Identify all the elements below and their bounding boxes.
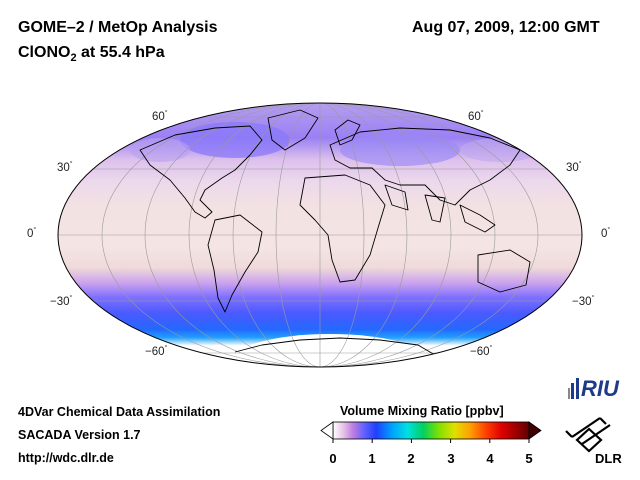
lat-label-left-30: 30°	[57, 161, 73, 174]
graticule	[58, 103, 582, 367]
dlr-logo-graphic	[565, 417, 611, 453]
colorbar-tick-3: 3	[447, 451, 455, 466]
colorbar	[320, 421, 542, 443]
riu-logo-graphic	[568, 378, 579, 399]
lat-label-right-minus60: −60°	[470, 345, 493, 358]
species-subscript: 2	[70, 52, 77, 65]
coastlines	[139, 109, 531, 356]
riu-logo: RIU	[581, 376, 619, 401]
footer-url[interactable]: http://wdc.dlr.de	[18, 451, 114, 465]
colorbar-tick-5: 5	[525, 451, 533, 466]
footer-line-1: 4DVar Chemical Data Assimilation	[18, 405, 221, 419]
lat-label-right-minus30: −30°	[572, 295, 595, 308]
species-label: ClONO2 at 55.4 hPa	[18, 44, 165, 64]
lat-label-right-60: 60°	[468, 110, 484, 123]
species-name: ClONO	[18, 44, 71, 61]
map-title: GOME–2 / MetOp Analysis	[18, 19, 218, 36]
colorbar-tick-2: 2	[407, 451, 415, 466]
lat-label-right-0: 0°	[601, 227, 611, 240]
species-level: at 55.4 hPa	[76, 44, 165, 61]
dlr-logo-text: DLR	[595, 451, 622, 466]
lat-label-right-30: 30°	[566, 161, 582, 174]
footer-line-2: SACADA Version 1.7	[18, 428, 141, 442]
colorbar-over-arrow	[528, 421, 542, 440]
lat-label-left-0: 0°	[27, 227, 37, 240]
colorbar-under-arrow	[320, 421, 334, 440]
datetime-label: Aug 07, 2009, 12:00 GMT	[412, 19, 600, 36]
colorbar-tick-1: 1	[368, 451, 376, 466]
colorbar-tick-0: 0	[329, 451, 337, 466]
colorbar-gradient	[332, 421, 530, 440]
lat-label-left-minus60: −60°	[145, 345, 168, 358]
colorbar-tick-4: 4	[486, 451, 494, 466]
map-outline	[57, 102, 583, 368]
lat-label-left-60: 60°	[152, 110, 168, 123]
lat-label-left-minus30: −30°	[50, 295, 73, 308]
colorbar-title: Volume Mixing Ratio [ppbv]	[340, 404, 504, 418]
